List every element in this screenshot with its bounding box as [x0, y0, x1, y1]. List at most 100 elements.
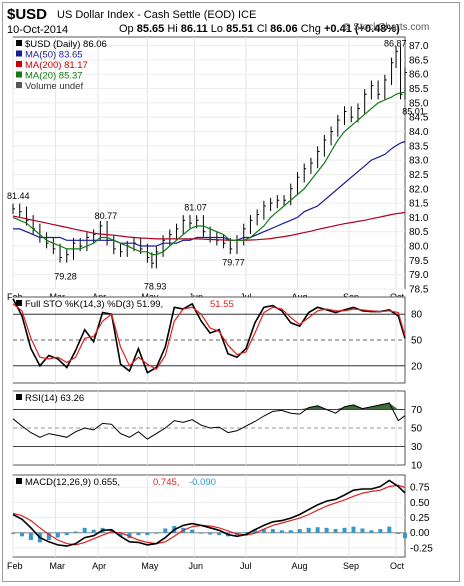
change-label: Chg: [300, 23, 321, 35]
macd-histogram-bar: [378, 529, 383, 533]
price-legend-entry: MA(200) 81.17: [25, 60, 88, 71]
price-legend-swatch: [16, 61, 22, 67]
macd-y-tick-label: 0.00: [410, 528, 430, 539]
price-annotation: 79.28: [54, 272, 77, 282]
price-y-tick-label: 84.5: [409, 113, 429, 124]
macd-legend-entry: MACD(12,26,9) 0.655,: [25, 477, 120, 488]
macd-histogram-bar: [199, 532, 204, 534]
macd-histogram-bar: [324, 527, 329, 533]
ohlc-readout: Op 85.65 Hi 86.11 Lo 85.51 Cl 86.06 Chg …: [119, 23, 400, 35]
chart-date: 10-Oct-2014: [7, 24, 69, 36]
price-y-tick-label: 81.5: [409, 199, 429, 210]
price-y-tick-label: 82.0: [409, 184, 429, 195]
macd-histogram-bar: [387, 526, 392, 533]
rsi-overbought-fill: [13, 403, 405, 410]
rsi-y-tick-label: 50: [411, 424, 423, 435]
macd-histogram-bar: [396, 532, 401, 534]
macd-histogram-bar: [145, 532, 150, 536]
open-value: 85.65: [136, 23, 165, 35]
macd-histogram-bar: [279, 530, 284, 533]
macd-histogram-bar: [208, 532, 213, 535]
price-y-tick-label: 80.5: [409, 227, 429, 238]
macd-histogram-bar: [19, 532, 24, 537]
macd-histogram-bar: [315, 527, 320, 533]
macd-histogram-bar: [403, 532, 407, 539]
stochastic-y-tick-label: 80: [411, 310, 423, 321]
macd-legend-signal: 0.745,: [153, 477, 179, 488]
macd-histogram-bar: [270, 529, 275, 533]
macd-histogram-bar: [217, 532, 222, 536]
macd-y-tick-label: 0.75: [410, 483, 430, 494]
macd-histogram-bar: [73, 531, 78, 533]
price-annotation: 81.44: [7, 191, 30, 201]
stochastic-d-line: [12, 303, 406, 371]
price-annotation: 85.01: [402, 107, 425, 117]
macd-histogram-bar: [118, 532, 123, 537]
macd-histogram-bar: [243, 532, 248, 534]
price-y-tick-label: 85.5: [409, 84, 429, 95]
price-y-tick-label: 86.5: [409, 55, 429, 66]
high-label: Hi: [167, 23, 178, 35]
price-annotation: 78.93: [144, 282, 167, 292]
x-tick-label-bottom: Feb: [7, 561, 23, 571]
macd-legend-hist: -0.090: [189, 477, 216, 488]
low-label: Lo: [210, 23, 224, 35]
price-y-tick-label: 79.5: [409, 256, 429, 267]
macd-histogram-bar: [360, 528, 365, 533]
macd-histogram-bar: [64, 532, 69, 536]
x-tick-label-bottom: Mar: [50, 561, 66, 571]
stochastic-legend-swatch: [16, 300, 22, 306]
macd-histogram-bar: [28, 532, 33, 540]
ma20-line: [12, 91, 406, 256]
macd-histogram-bar: [11, 532, 15, 534]
macd-panel: [12, 474, 406, 558]
macd-histogram-bar: [55, 532, 60, 538]
x-tick-label-bottom: Aug: [291, 561, 307, 571]
price-y-tick-label: 87.0: [409, 41, 429, 52]
macd-histogram-bar: [351, 526, 356, 533]
macd-y-tick-label: 0.50: [410, 498, 430, 509]
price-legend-swatch: [16, 50, 22, 57]
chart-svg: 87.0 86.5 86.0 85.5 85.0 84.5 84.0 83.5 83.0 82.5…: [7, 36, 433, 571]
price-annotation: 80.77: [95, 211, 118, 221]
high-value: 86.11: [180, 23, 208, 35]
macd-histogram-bar: [261, 529, 266, 533]
macd-histogram-bar: [252, 529, 257, 533]
x-tick-label-bottom: May: [141, 561, 159, 571]
macd-histogram-bar: [82, 527, 87, 533]
stochastic-y-tick-label: 50: [411, 336, 423, 347]
price-legend-entry: MA(20) 85.37: [25, 71, 83, 82]
stochastic-y-tick-label: 20: [411, 361, 423, 372]
chart-symbol: $USD: [7, 6, 48, 23]
macd-histogram-bar: [46, 532, 51, 540]
ma50-line: [13, 140, 406, 247]
stochastic-legend-value: 51.55: [210, 299, 234, 310]
rsi-y-tick-label: 10: [411, 461, 423, 472]
macd-histogram-bar: [306, 527, 311, 533]
x-tick-label-bottom: Sep: [343, 561, 359, 571]
x-tick-label-bottom: Jul: [240, 561, 252, 571]
price-annotation: 86.87: [384, 38, 407, 48]
price-y-tick-label: 82.5: [409, 170, 429, 181]
price-legend-swatch: [16, 71, 22, 78]
price-y-tick-label: 81.0: [409, 213, 429, 224]
stochastic-legend-entry: Full STO %K(14,3) %D(3) 51.99,: [25, 299, 163, 310]
x-tick-label-bottom: Apr: [92, 561, 106, 571]
price-y-tick-label: 79.0: [409, 270, 429, 281]
price-y-tick-label: 83.5: [409, 141, 429, 152]
price-legend-entry: $USD (Daily) 86.06: [25, 39, 107, 50]
macd-histogram-bar: [154, 532, 159, 534]
open-label: Op: [119, 23, 134, 35]
price-y-tick-label: 84.0: [409, 127, 429, 138]
rsi-legend-entry: RSI(14) 63.26: [25, 393, 84, 404]
macd-histogram-bar: [297, 529, 302, 533]
stockcharts-watermark: © StockCharts.com: [343, 22, 430, 33]
price-y-tick-label: 86.0: [409, 70, 429, 81]
change-value: +0.41 (+0.48%): [323, 23, 400, 35]
macd-histogram-bar: [190, 529, 195, 533]
price-legend-entry: MA(50) 83.65: [25, 50, 83, 61]
macd-histogram-bar: [369, 530, 374, 533]
rsi-line: [12, 402, 406, 440]
price-legend-swatch: [16, 82, 22, 88]
price-y-tick-label: 85.0: [409, 98, 429, 109]
